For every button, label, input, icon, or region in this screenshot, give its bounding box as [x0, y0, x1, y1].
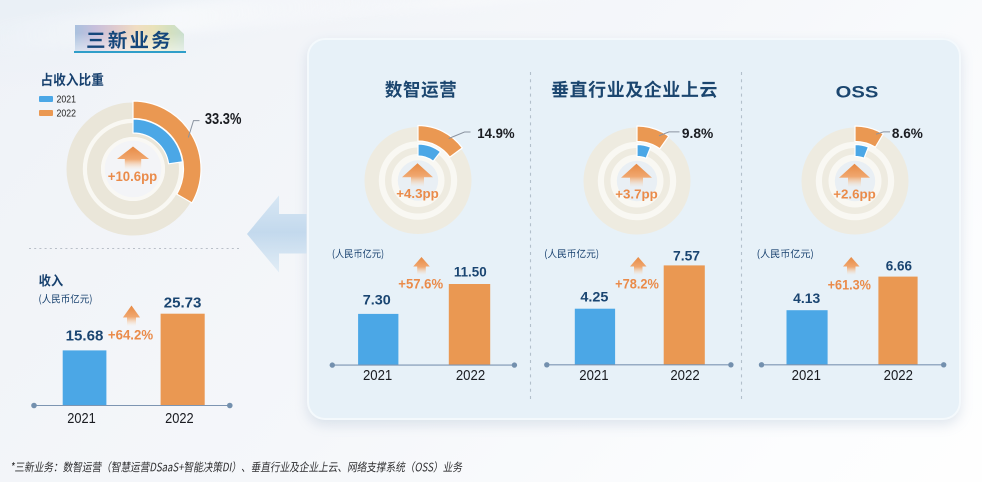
svg-text:2021: 2021: [579, 367, 608, 384]
svg-text:2021: 2021: [67, 410, 96, 427]
svg-text:7.57: 7.57: [673, 249, 700, 264]
svg-text:4.25: 4.25: [580, 290, 609, 305]
svg-text:6.66: 6.66: [886, 259, 913, 274]
svg-text:33.3%: 33.3%: [205, 111, 242, 128]
svg-text:2022: 2022: [57, 109, 77, 120]
svg-text:2022: 2022: [884, 367, 913, 384]
svg-text:7.30: 7.30: [363, 292, 391, 307]
svg-text:+2.6pp: +2.6pp: [833, 186, 876, 201]
svg-text:+4.3pp: +4.3pp: [396, 186, 439, 201]
svg-text:+78.2%: +78.2%: [615, 277, 659, 292]
svg-text:2022: 2022: [456, 367, 485, 384]
svg-text:2021: 2021: [792, 367, 821, 384]
svg-text:+10.6pp: +10.6pp: [108, 169, 157, 184]
svg-text:+64.2%: +64.2%: [108, 327, 153, 342]
svg-text:+3.7pp: +3.7pp: [615, 186, 658, 201]
svg-text:+57.6%: +57.6%: [398, 277, 443, 292]
svg-text:OSS: OSS: [836, 83, 879, 101]
svg-text:14.9%: 14.9%: [477, 125, 515, 141]
svg-text:2022: 2022: [670, 367, 699, 384]
svg-text:2021: 2021: [57, 95, 77, 106]
svg-text:4.13: 4.13: [793, 291, 820, 306]
svg-text:11.50: 11.50: [454, 265, 487, 280]
svg-text:9.8%: 9.8%: [682, 125, 714, 141]
svg-text:8.6%: 8.6%: [892, 125, 924, 141]
svg-text:15.68: 15.68: [66, 328, 104, 344]
svg-text:+61.3%: +61.3%: [828, 278, 871, 293]
svg-text:25.73: 25.73: [164, 296, 202, 312]
svg-text:2021: 2021: [363, 367, 392, 384]
svg-text:2022: 2022: [165, 410, 194, 427]
